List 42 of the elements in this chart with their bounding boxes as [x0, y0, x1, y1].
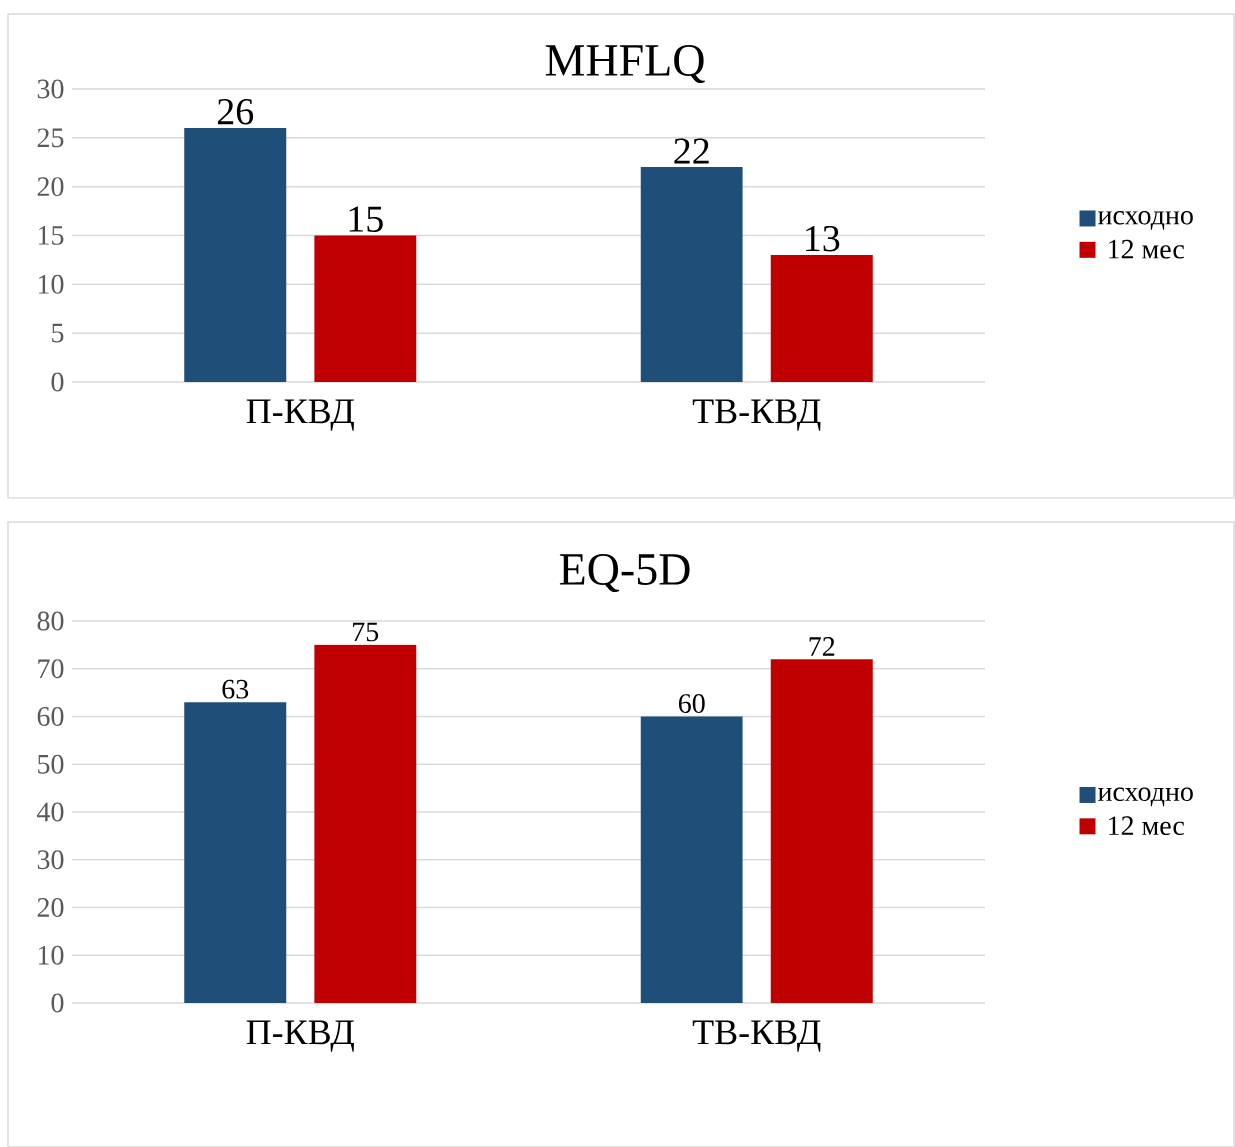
data-label: 13	[806, 225, 840, 252]
data-label: 26	[217, 98, 254, 125]
y-tick-label: 0	[51, 372, 64, 392]
chart-title: EQ-5D	[559, 554, 690, 592]
chart-title: MHFLQ	[545, 45, 705, 83]
legend-label: исходно	[1098, 211, 1193, 230]
y-tick-label: 70	[38, 659, 64, 679]
x-tick-label: ТВ-КВД	[692, 1020, 821, 1052]
legend-label: 12 мес	[1109, 239, 1184, 259]
y-tick-label: 15	[38, 226, 64, 245]
bar	[770, 659, 873, 1003]
y-tick-label: 20	[37, 177, 64, 197]
y-tick-label: 80	[37, 611, 64, 631]
bar	[184, 128, 287, 382]
x-tick-label: ТВ-КВД	[692, 399, 821, 431]
x-tick-label: П-КВД	[246, 1020, 354, 1052]
y-tick-label: 0	[51, 993, 64, 1013]
y-tick-label: 25	[37, 128, 64, 148]
y-tick-label: 30	[37, 850, 64, 870]
bar	[184, 702, 287, 1003]
bar	[640, 167, 743, 382]
y-tick-label: 30	[37, 79, 64, 99]
data-label: 15	[349, 206, 383, 232]
y-tick-label: 40	[37, 802, 64, 822]
y-tick-label: 10	[38, 274, 64, 294]
bar	[640, 716, 743, 1003]
bar	[314, 235, 417, 382]
data-label: 72	[809, 637, 835, 656]
x-tick-label: П-КВД	[246, 399, 354, 431]
y-tick-label: 5	[52, 323, 64, 343]
y-tick-label: 50	[38, 754, 64, 774]
data-label: 60	[678, 694, 705, 713]
y-tick-label: 60	[37, 707, 64, 726]
data-label: 75	[353, 622, 379, 642]
legend-label: 12 мес	[1109, 816, 1184, 836]
y-tick-label: 20	[37, 898, 64, 917]
legend-label: исходно	[1098, 787, 1193, 807]
data-label: 22	[674, 138, 709, 164]
data-label: 63	[222, 679, 249, 699]
y-tick-label: 10	[38, 945, 64, 965]
bar	[314, 644, 417, 1003]
bar	[770, 255, 873, 382]
